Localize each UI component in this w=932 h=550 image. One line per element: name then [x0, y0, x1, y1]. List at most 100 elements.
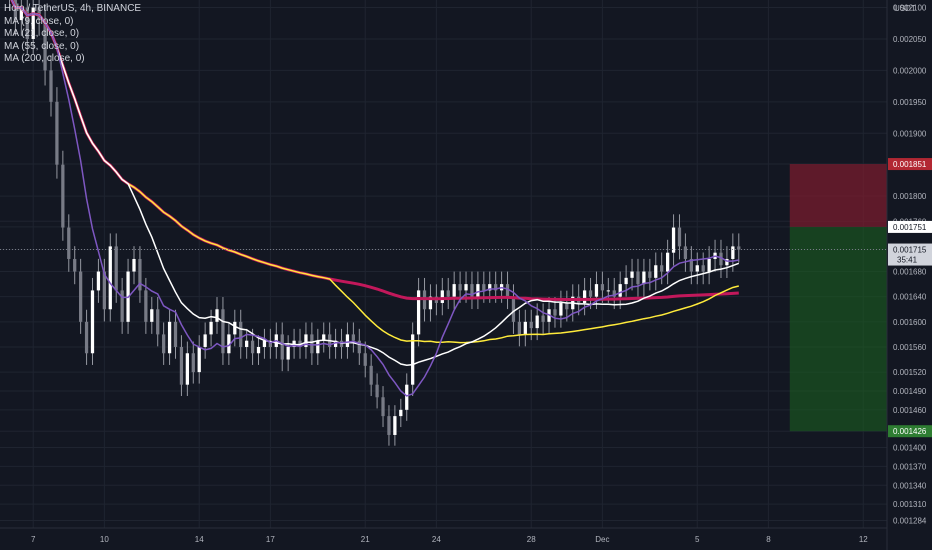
- time-tick-Dec: Dec: [595, 535, 609, 544]
- candle-body: [173, 321, 178, 347]
- candle-body: [642, 271, 646, 285]
- candle-body: [191, 353, 195, 373]
- price-axis-unit: USDT: [894, 4, 916, 13]
- candle-body: [197, 346, 201, 373]
- candle-body: [464, 284, 468, 291]
- candle-body: [535, 315, 539, 329]
- candle-body: [19, 7, 23, 21]
- candle-body: [132, 258, 136, 272]
- candle-body: [476, 284, 480, 297]
- candle-body: [725, 258, 729, 266]
- candle-body: [262, 340, 267, 347]
- candle-body: [517, 321, 522, 335]
- candle-body: [73, 258, 77, 272]
- candle-body: [588, 290, 593, 297]
- candle-body: [239, 321, 243, 347]
- candle-body: [31, 7, 35, 39]
- candle-body: [405, 384, 409, 410]
- candle-body: [268, 340, 272, 347]
- candle-body: [84, 321, 89, 354]
- candle-body: [387, 416, 391, 435]
- candle-body: [505, 284, 510, 297]
- price-tick-0.001560: 0.001560: [893, 343, 927, 352]
- price-label-bg-0.001426: [888, 425, 932, 438]
- candle-body: [470, 284, 474, 297]
- candle-body: [488, 284, 492, 291]
- candle-body: [618, 284, 622, 297]
- candle-body: [67, 227, 71, 259]
- candle-body: [227, 334, 231, 354]
- candle-body: [369, 365, 373, 385]
- candle-body: [333, 340, 338, 347]
- candle-body: [660, 265, 664, 272]
- candle-body: [677, 227, 682, 247]
- price-tick-0.001900: 0.001900: [893, 129, 927, 138]
- time-tick-10: 10: [100, 535, 109, 544]
- legend-ma21[interactable]: MA (21, close, 0): [4, 28, 80, 39]
- candle-body: [310, 334, 314, 354]
- ma9-line: [11, 0, 739, 397]
- candle-body: [138, 258, 142, 291]
- candle-body: [565, 302, 569, 310]
- grid-lines: [0, 0, 887, 528]
- time-tick-21: 21: [361, 535, 370, 544]
- candle-body: [665, 252, 670, 272]
- candle-body: [630, 271, 634, 278]
- candle-body: [689, 258, 693, 272]
- candle-body: [458, 284, 462, 291]
- candle-body: [162, 334, 166, 354]
- time-tick-28: 28: [527, 535, 536, 544]
- price-tick-0.001400: 0.001400: [893, 444, 927, 453]
- candle-body: [612, 290, 616, 297]
- price-tick-0.002000: 0.002000: [893, 66, 927, 75]
- price-label-bg-0.001851: [888, 158, 932, 171]
- ma55-line: [11, 0, 739, 344]
- candle-body: [559, 302, 563, 316]
- candle-body: [541, 315, 545, 322]
- time-tick-17: 17: [266, 535, 275, 544]
- time-tick-5: 5: [695, 535, 700, 544]
- price-axis-panel[interactable]: [887, 0, 932, 550]
- candle-body: [96, 271, 101, 291]
- legend-ma9[interactable]: MA (9, close, 0): [4, 15, 74, 27]
- price-tick-0.001490: 0.001490: [893, 387, 927, 396]
- candle-body: [737, 246, 741, 250]
- price-tick-0.001680: 0.001680: [893, 268, 927, 277]
- candle-body: [411, 334, 415, 385]
- legend-ma55[interactable]: MA (55, close, 0): [4, 40, 80, 52]
- candle-body: [351, 334, 356, 341]
- time-tick-24: 24: [432, 535, 441, 544]
- candle-body: [654, 265, 658, 278]
- candle-body: [215, 309, 219, 322]
- candle-body: [13, 0, 18, 21]
- candle-body: [553, 309, 557, 316]
- candle-body: [416, 290, 421, 335]
- stop-loss-zone: [789, 164, 887, 227]
- candle-body: [695, 265, 699, 272]
- candle-body: [102, 271, 106, 310]
- candle-body: [25, 7, 29, 39]
- ma21-line: [11, 0, 740, 366]
- candle-body: [185, 353, 189, 385]
- candle-body: [381, 397, 385, 417]
- price-label-bg-0.001715: [888, 243, 932, 266]
- time-axis[interactable]: 7 10 14 17 21 24 28 Dec 5 8 12: [31, 535, 868, 544]
- price-label-0.001751: 0.001751: [893, 223, 927, 232]
- price-tick-0.001800: 0.001800: [893, 192, 927, 201]
- price-tick-0.001520: 0.001520: [893, 368, 927, 377]
- candle-body: [49, 70, 53, 102]
- candle-body: [286, 346, 290, 360]
- candle-body: [120, 290, 124, 322]
- candle-body: [606, 290, 610, 292]
- legend-title[interactable]: Holo / TetherUS, 4h, BINANCE: [4, 3, 142, 14]
- time-tick-12: 12: [859, 535, 868, 544]
- candle-body: [719, 252, 723, 266]
- price-tick-0.001340: 0.001340: [893, 481, 927, 490]
- price-label-0.001426: 0.001426: [893, 427, 927, 436]
- price-label-0.001715: 0.001715: [893, 246, 927, 255]
- candle-body: [209, 321, 213, 335]
- legend-ma200[interactable]: MA (200, close, 0): [4, 53, 85, 64]
- candle-body: [79, 271, 83, 322]
- time-tick-7: 7: [31, 535, 36, 544]
